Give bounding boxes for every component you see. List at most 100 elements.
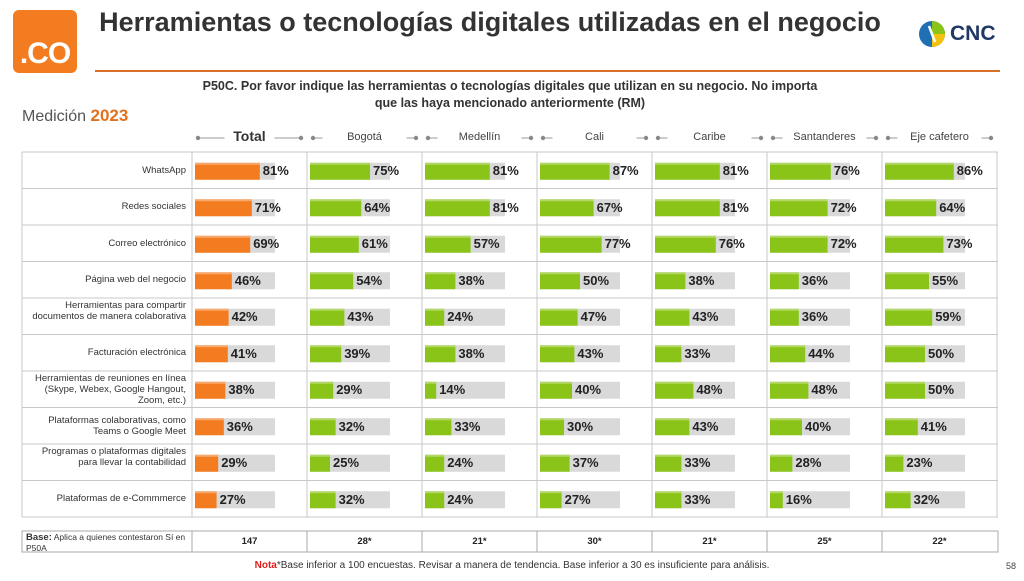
column-header: Total xyxy=(233,128,266,144)
bar-highlight xyxy=(540,272,580,275)
row-label: Correo electrónico xyxy=(108,237,186,249)
data-label: 48% xyxy=(696,382,723,398)
bar xyxy=(770,454,793,472)
bar-highlight xyxy=(425,454,445,457)
bar-highlight xyxy=(540,454,570,457)
bar-highlight xyxy=(310,491,336,494)
bar-highlight xyxy=(655,418,690,421)
bar-highlight xyxy=(885,162,954,165)
bar-highlight xyxy=(770,418,802,421)
bar-highlight xyxy=(655,345,682,348)
data-label: 29% xyxy=(336,382,363,398)
data-label: 54% xyxy=(356,272,383,288)
data-label: 41% xyxy=(230,345,257,361)
bar xyxy=(195,308,229,326)
bar-track xyxy=(885,162,965,180)
data-label: 38% xyxy=(458,272,485,288)
bar-highlight xyxy=(195,235,251,238)
bar xyxy=(425,199,490,217)
bar xyxy=(195,272,232,290)
bar xyxy=(310,272,354,290)
bar-highlight xyxy=(310,454,330,457)
question-text: P50C. Por favor indique las herramientas… xyxy=(202,79,818,110)
bar-highlight xyxy=(885,308,933,311)
footnote-text: *Base inferior a 100 encuestas. Revisar … xyxy=(276,560,770,571)
bar xyxy=(885,308,933,326)
data-label: 40% xyxy=(575,382,602,398)
bar xyxy=(195,381,226,399)
bar xyxy=(655,199,720,217)
bar-highlight xyxy=(425,272,456,275)
bar xyxy=(425,162,490,180)
data-label: 40% xyxy=(805,418,832,434)
bar xyxy=(770,272,799,290)
row-label: Plataformas colaborativas, como Teams o … xyxy=(48,414,186,437)
bar-highlight xyxy=(195,199,252,202)
bar-highlight xyxy=(195,454,219,457)
data-label: 33% xyxy=(454,418,481,434)
bar xyxy=(770,381,809,399)
bar-highlight xyxy=(540,235,602,238)
data-label: 50% xyxy=(928,345,955,361)
bar xyxy=(540,162,610,180)
bar-highlight xyxy=(195,162,260,165)
data-label: 32% xyxy=(338,491,365,507)
bar-highlight xyxy=(310,235,359,238)
co-logo: .CO xyxy=(13,10,77,73)
bar-highlight xyxy=(310,308,345,311)
row-label: Página web del negocio xyxy=(85,274,186,286)
bar xyxy=(655,454,682,472)
bar-highlight xyxy=(770,345,806,348)
column-header: Medellín xyxy=(458,131,501,143)
row-label: Plataformas de e-Commmerce xyxy=(56,493,186,505)
data-label: 38% xyxy=(458,345,485,361)
data-label: 75% xyxy=(373,163,400,179)
bar-track xyxy=(655,381,735,399)
bar-highlight xyxy=(310,162,370,165)
bar-highlight xyxy=(540,199,594,202)
bar-highlight xyxy=(195,418,224,421)
bar xyxy=(195,345,228,363)
bar xyxy=(655,418,690,436)
bar xyxy=(885,491,911,509)
base-value: 30* xyxy=(587,536,602,547)
bar xyxy=(310,345,342,363)
row-label: Facturación electrónica xyxy=(87,347,186,359)
footnote: Nota*Base inferior a 100 encuestas. Revi… xyxy=(0,560,1024,571)
bar xyxy=(425,345,456,363)
bar-highlight xyxy=(310,381,334,384)
row-label: Redes sociales xyxy=(121,201,186,213)
bar xyxy=(655,272,686,290)
data-label: 23% xyxy=(906,455,933,471)
column-header: Cali xyxy=(585,131,604,143)
bar-highlight xyxy=(655,235,716,238)
data-label: 86% xyxy=(956,163,983,179)
bar-highlight xyxy=(770,272,799,275)
footnote-bold: Nota xyxy=(254,560,277,571)
bar xyxy=(885,162,954,180)
base-value: 147 xyxy=(241,536,258,547)
bar-highlight xyxy=(885,491,911,494)
bar-highlight xyxy=(310,418,336,421)
bar xyxy=(425,272,456,290)
data-label: 47% xyxy=(580,309,607,325)
data-label: 14% xyxy=(439,382,466,398)
bar-highlight xyxy=(425,308,445,311)
bar-highlight xyxy=(770,454,793,457)
data-label: 43% xyxy=(577,345,604,361)
bar-highlight xyxy=(655,162,720,165)
data-label: 27% xyxy=(219,491,246,507)
bar-highlight xyxy=(655,454,682,457)
bar xyxy=(195,491,217,509)
bar-highlight xyxy=(310,272,354,275)
data-label: 50% xyxy=(583,272,610,288)
data-label: 33% xyxy=(684,455,711,471)
data-label: 76% xyxy=(718,236,745,252)
data-label: 33% xyxy=(684,345,711,361)
bar-highlight xyxy=(425,345,456,348)
bar xyxy=(425,381,437,399)
bar xyxy=(310,454,330,472)
column-header: Caribe xyxy=(693,131,726,143)
data-label: 72% xyxy=(830,199,857,215)
data-label: 73% xyxy=(946,236,973,252)
